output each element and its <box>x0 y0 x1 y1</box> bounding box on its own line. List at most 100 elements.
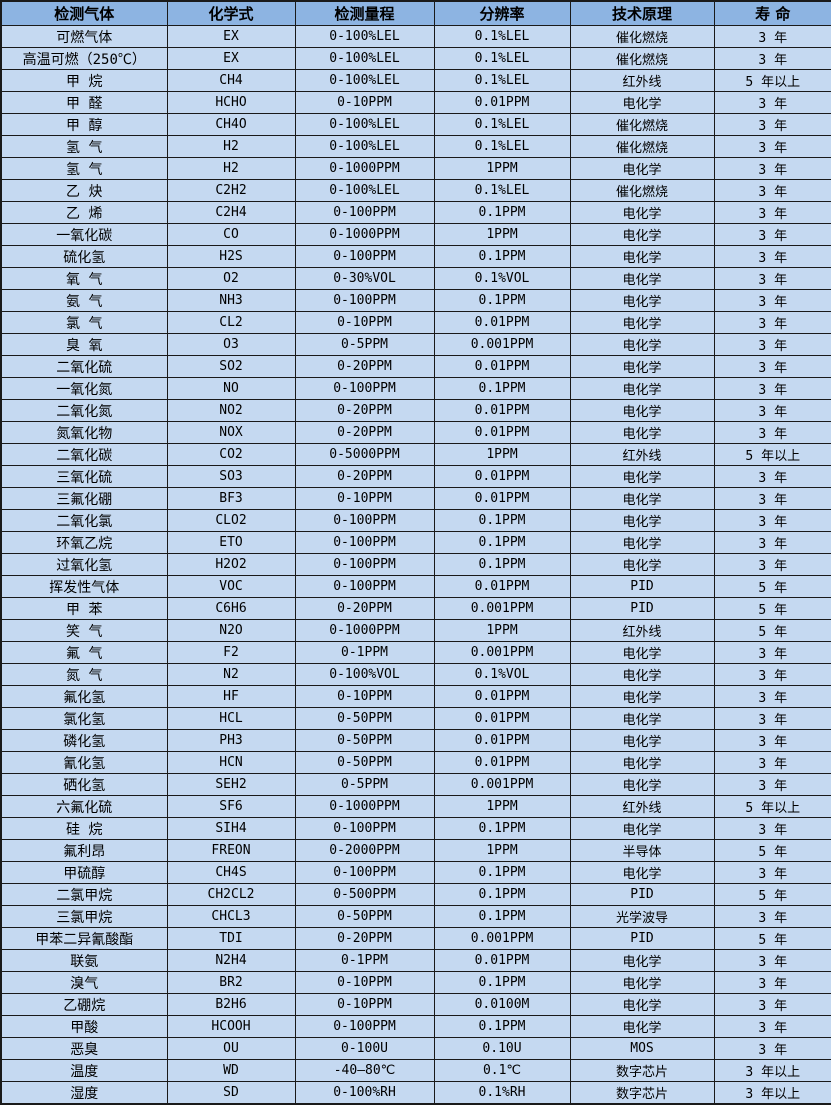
table-cell: 电化学 <box>569 223 715 246</box>
table-cell: 乙 炔 <box>0 179 168 202</box>
table-cell: 高温可燃（250℃） <box>0 47 168 70</box>
table-cell: 3 年 <box>713 377 831 400</box>
table-cell: 0.1%VOL <box>433 267 571 290</box>
table-cell: 0-100%VOL <box>294 663 435 686</box>
table-cell: 0-100PPM <box>294 377 435 400</box>
table-cell: 3 年 <box>713 905 831 928</box>
table-row: 乙 炔 C2H2 0-100%LEL 0.1%LEL 催化燃烧 3 年 <box>0 179 831 202</box>
table-cell: 0-1000PPM <box>294 157 435 180</box>
table-cell: 0.1PPM <box>433 861 571 884</box>
table-cell: 数字芯片 <box>569 1059 715 1082</box>
table-row: 甲 醛 HCHO 0-10PPM 0.01PPM 电化学 3 年 <box>0 91 831 114</box>
table-row: 甲 醇 CH4O 0-100%LEL 0.1%LEL 催化燃烧 3 年 <box>0 113 831 136</box>
table-cell: 3 年 <box>713 487 831 510</box>
table-cell: 电化学 <box>569 751 715 774</box>
table-cell: 磷化氢 <box>0 729 168 752</box>
table-row: 甲 烷 CH4 0-100%LEL 0.1%LEL 红外线 5 年以上 <box>0 69 831 92</box>
table-row: 二氧化氮 NO2 0-20PPM 0.01PPM 电化学 3 年 <box>0 399 831 422</box>
table-cell: 3 年 <box>713 729 831 752</box>
table-row: 笑 气 N2O 0-1000PPM 1PPM 红外线 5 年 <box>0 619 831 642</box>
table-cell: 3 年 <box>713 971 831 994</box>
table-cell: NH3 <box>166 289 296 312</box>
table-cell: 氧 气 <box>0 267 168 290</box>
table-row: 磷化氢 PH3 0-50PPM 0.01PPM 电化学 3 年 <box>0 729 831 752</box>
column-header: 分辨率 <box>433 0 571 26</box>
table-cell: 0-5PPM <box>294 773 435 796</box>
table-cell: 1PPM <box>433 795 571 818</box>
table-cell: 5 年以上 <box>713 69 831 92</box>
table-cell: NO2 <box>166 399 296 422</box>
table-cell: 0.1%LEL <box>433 25 571 48</box>
table-row: 三氧化硫 SO3 0-20PPM 0.01PPM 电化学 3 年 <box>0 465 831 488</box>
table-cell: 3 年 <box>713 289 831 312</box>
table-cell: 电化学 <box>569 509 715 532</box>
table-cell: 3 年 <box>713 509 831 532</box>
table-cell: CH4 <box>166 69 296 92</box>
column-header: 化学式 <box>166 0 296 26</box>
table-row: 甲硫醇 CH4S 0-100PPM 0.1PPM 电化学 3 年 <box>0 861 831 884</box>
table-cell: 0.01PPM <box>433 751 571 774</box>
table-cell: N2H4 <box>166 949 296 972</box>
table-cell: 0.1%LEL <box>433 47 571 70</box>
table-row: 二氯甲烷 CH2CL2 0-500PPM 0.1PPM PID 5 年 <box>0 883 831 906</box>
table-cell: 0.001PPM <box>433 597 571 620</box>
table-row: 一氧化氮 NO 0-100PPM 0.1PPM 电化学 3 年 <box>0 377 831 400</box>
table-cell: 电化学 <box>569 1015 715 1038</box>
table-cell: CLO2 <box>166 509 296 532</box>
table-cell: 湿度 <box>0 1081 168 1105</box>
table-cell: 0-1000PPM <box>294 795 435 818</box>
table-cell: 电化学 <box>569 685 715 708</box>
table-cell: 5 年 <box>713 839 831 862</box>
table-cell: 0.01PPM <box>433 311 571 334</box>
table-cell: 电化学 <box>569 333 715 356</box>
table-cell: NOX <box>166 421 296 444</box>
table-cell: 二氧化氮 <box>0 399 168 422</box>
table-cell: 3 年以上 <box>713 1059 831 1082</box>
table-cell: 电化学 <box>569 707 715 730</box>
table-cell: PID <box>569 883 715 906</box>
table-row: 氯 气 CL2 0-10PPM 0.01PPM 电化学 3 年 <box>0 311 831 334</box>
table-cell: 3 年 <box>713 817 831 840</box>
table-cell: 氮 气 <box>0 663 168 686</box>
table-cell: 电化学 <box>569 399 715 422</box>
table-row: 甲 苯 C6H6 0-20PPM 0.001PPM PID 5 年 <box>0 597 831 620</box>
table-cell: 3 年 <box>713 641 831 664</box>
table-cell: HCHO <box>166 91 296 114</box>
table-cell: 0.01PPM <box>433 421 571 444</box>
table-row: 恶臭 OU 0-100U 0.10U MOS 3 年 <box>0 1037 831 1060</box>
table-cell: CH4O <box>166 113 296 136</box>
table-cell: 0.001PPM <box>433 641 571 664</box>
table-cell: 1PPM <box>433 223 571 246</box>
table-cell: 二氧化硫 <box>0 355 168 378</box>
table-cell: 溴气 <box>0 971 168 994</box>
table-cell: 电化学 <box>569 201 715 224</box>
table-row: 挥发性气体 VOC 0-100PPM 0.01PPM PID 5 年 <box>0 575 831 598</box>
table-cell: 甲 苯 <box>0 597 168 620</box>
table-cell: 3 年 <box>713 1015 831 1038</box>
column-header: 寿 命 <box>713 0 831 26</box>
table-row: 高温可燃（250℃） EX 0-100%LEL 0.1%LEL 催化燃烧 3 年 <box>0 47 831 70</box>
table-cell: SO2 <box>166 355 296 378</box>
table-row: 一氧化碳 CO 0-1000PPM 1PPM 电化学 3 年 <box>0 223 831 246</box>
table-cell: 0-5000PPM <box>294 443 435 466</box>
table-cell: 5 年 <box>713 619 831 642</box>
table-cell: CH2CL2 <box>166 883 296 906</box>
table-cell: 0-100PPM <box>294 509 435 532</box>
table-cell: 乙 烯 <box>0 201 168 224</box>
table-cell: 0.01PPM <box>433 707 571 730</box>
table-cell: PH3 <box>166 729 296 752</box>
table-cell: HCN <box>166 751 296 774</box>
table-cell: 0-1000PPM <box>294 619 435 642</box>
table-cell: 3 年 <box>713 179 831 202</box>
table-cell: ETO <box>166 531 296 554</box>
table-cell: 氟化氢 <box>0 685 168 708</box>
table-cell: 0.001PPM <box>433 927 571 950</box>
table-cell: C2H4 <box>166 201 296 224</box>
table-cell: 3 年 <box>713 949 831 972</box>
table-cell: 电化学 <box>569 949 715 972</box>
table-cell: 0-100PPM <box>294 531 435 554</box>
table-cell: 5 年以上 <box>713 443 831 466</box>
table-cell: SEH2 <box>166 773 296 796</box>
table-cell: 0-1PPM <box>294 949 435 972</box>
table-cell: OU <box>166 1037 296 1060</box>
